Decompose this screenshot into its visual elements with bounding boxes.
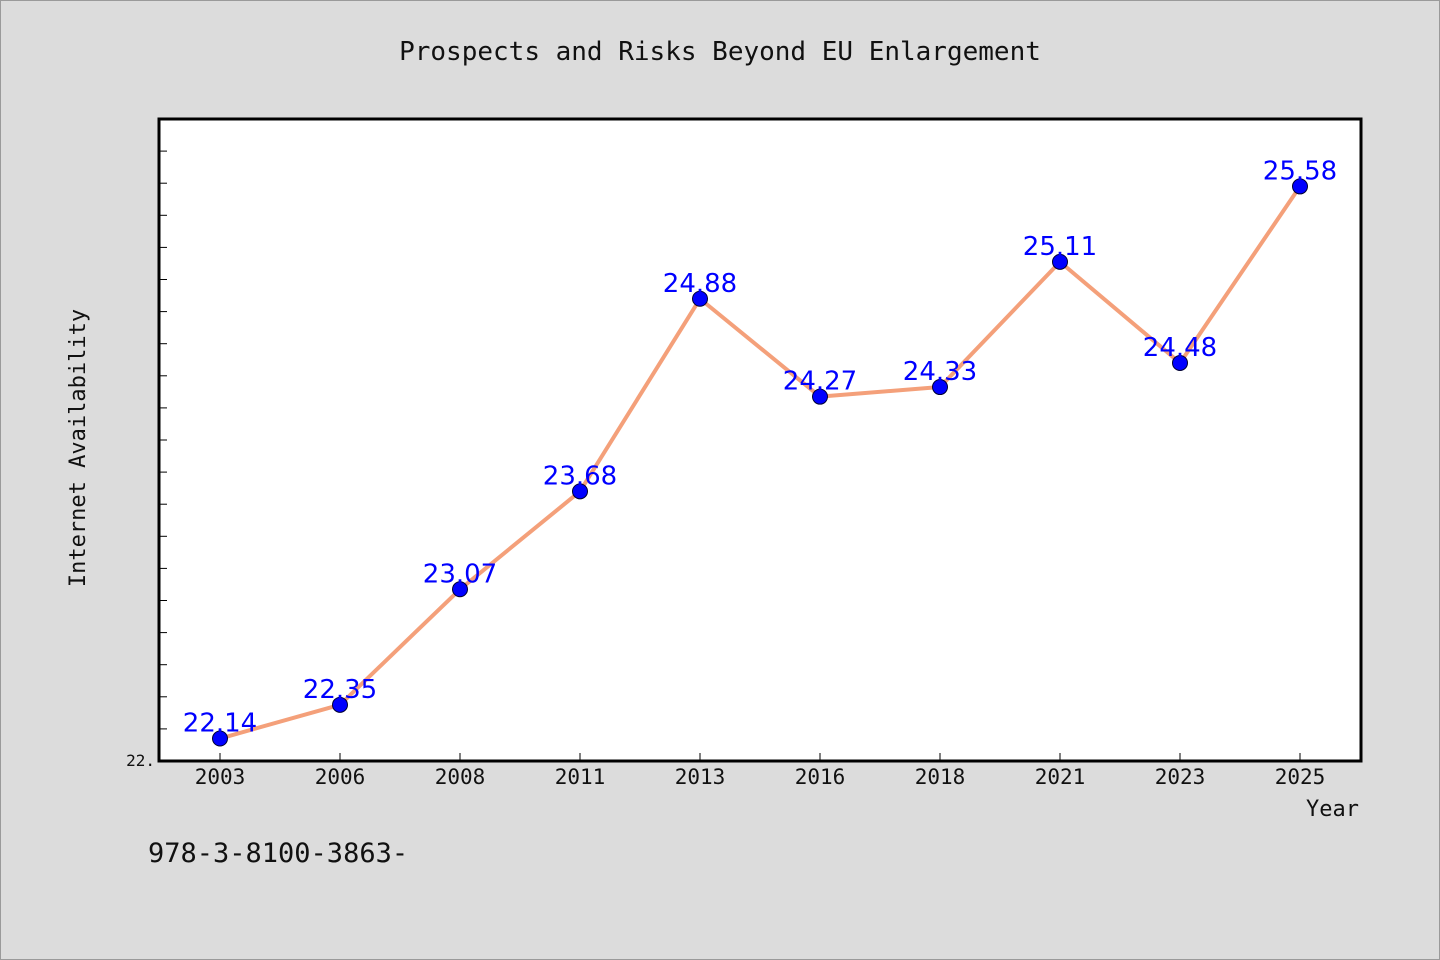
y-axis-ticks: 22. [126, 118, 167, 770]
data-label: 25.58 [1263, 156, 1337, 186]
x-tick-label: 2016 [795, 765, 846, 789]
data-label: 22.35 [303, 675, 377, 705]
x-tick-label: 2021 [1035, 765, 1086, 789]
data-label: 24.88 [663, 269, 737, 299]
plot-area [157, 117, 1363, 763]
series-group: 22.14 22.35 23.07 23.68 24.88 24.27 24.33 25.11… [183, 156, 1337, 747]
chart-title: Prospects and Risks Beyond EU Enlargemen… [399, 37, 1041, 67]
data-point [812, 388, 828, 405]
data-point [1052, 253, 1068, 270]
data-point [1292, 178, 1308, 195]
data-point [572, 483, 588, 500]
data-label: 24.48 [1143, 333, 1217, 363]
data-label: 24.33 [903, 357, 977, 387]
data-label: 23.07 [423, 559, 497, 589]
data-label: 22.14 [183, 709, 257, 739]
data-point [692, 290, 708, 307]
data-label: 24.27 [783, 367, 857, 397]
data-point [932, 379, 948, 396]
series-line [218, 184, 1302, 741]
x-tick-label: 2025 [1275, 765, 1326, 789]
x-tick-label: 2011 [555, 765, 606, 789]
x-tick-label: 2003 [195, 765, 246, 789]
x-axis-label: Year [1306, 797, 1359, 822]
data-point [332, 696, 348, 713]
x-tick-label: 2023 [1155, 765, 1206, 789]
x-axis-ticks: 2003 2006 2008 2011 2013 2016 2018 2021 2023 2025 [195, 753, 1326, 789]
data-label: 25.11 [1023, 232, 1097, 262]
x-tick-label: 2006 [315, 765, 366, 789]
x-tick-label: 2008 [435, 765, 486, 789]
x-tick-label: 2013 [675, 765, 726, 789]
data-point [1172, 354, 1188, 371]
data-point [212, 730, 228, 747]
y-tick-label: 22. [126, 751, 155, 770]
data-label: 23.68 [543, 461, 617, 491]
footer-isbn-text: 978-3-8100-3863- [148, 838, 408, 869]
x-tick-label: 2018 [915, 765, 966, 789]
y-axis-label: Internet Availability [66, 309, 91, 587]
data-point [452, 581, 468, 598]
